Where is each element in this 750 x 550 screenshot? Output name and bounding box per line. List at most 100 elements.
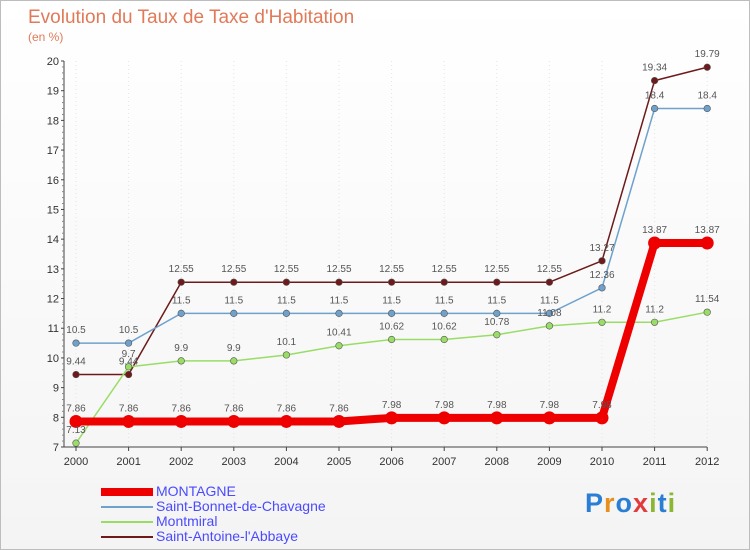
data-point-montagne bbox=[542, 411, 556, 425]
brand-letter: x bbox=[633, 488, 650, 518]
chart-title: Evolution du Taux de Taxe d'Habitation bbox=[28, 7, 355, 28]
y-tick-label: 17 bbox=[47, 145, 59, 157]
y-tick-label: 16 bbox=[47, 175, 59, 187]
data-point-montmiral bbox=[703, 308, 711, 316]
data-labels-layer: 9.44 9.44 12.55 12.55 12.55 12.55 12.55 12.55 12… bbox=[66, 49, 720, 436]
data-point-saint-antoine-l-abbaye bbox=[124, 370, 133, 379]
data-point-saint-bonnet-de-chavagne bbox=[124, 339, 133, 347]
series-layer bbox=[69, 63, 714, 447]
legend-item-montagne: MONTAGNE bbox=[101, 484, 326, 499]
data-label-montmiral: 9.9 bbox=[174, 343, 188, 354]
brand-letter: o bbox=[615, 488, 634, 518]
data-point-montmiral bbox=[493, 331, 501, 339]
data-label-montmiral: 10.62 bbox=[379, 322, 404, 333]
legend-swatch bbox=[101, 535, 153, 538]
data-label-montmiral: 11.54 bbox=[695, 294, 720, 305]
brand-letter: t bbox=[657, 488, 668, 518]
data-label-montagne: 7.86 bbox=[277, 403, 297, 414]
y-tick-label: 10 bbox=[47, 353, 59, 365]
data-label-montmiral: 9.9 bbox=[227, 343, 241, 354]
data-label-saint-antoine-l-abbaye: 9.44 bbox=[66, 357, 86, 368]
x-tick-label: 2008 bbox=[485, 456, 509, 468]
x-tick-label: 2010 bbox=[590, 456, 614, 468]
y-tick-label: 20 bbox=[47, 56, 59, 68]
data-label-saint-antoine-l-abbaye: 12.55 bbox=[326, 264, 351, 275]
data-point-montmiral bbox=[230, 357, 238, 365]
data-label-saint-antoine-l-abbaye: 12.55 bbox=[221, 264, 246, 275]
data-point-montagne bbox=[648, 236, 662, 250]
data-point-montmiral bbox=[650, 318, 659, 326]
data-point-saint-bonnet-de-chavagne bbox=[598, 284, 606, 292]
data-label-montagne: 7.98 bbox=[434, 400, 454, 411]
data-label-montagne: 7.98 bbox=[540, 400, 560, 411]
x-tick-label: 2001 bbox=[116, 456, 140, 468]
data-label-montagne: 7.86 bbox=[171, 403, 191, 414]
brand-logo: Proxiti bbox=[585, 488, 676, 519]
y-tick-label: 15 bbox=[47, 204, 59, 216]
data-label-montagne: 7.86 bbox=[329, 403, 349, 414]
x-tick-label: 2006 bbox=[379, 456, 403, 468]
data-point-montagne bbox=[385, 411, 399, 425]
data-point-montagne bbox=[122, 414, 136, 428]
data-point-saint-bonnet-de-chavagne bbox=[493, 309, 501, 317]
data-point-montmiral bbox=[72, 439, 80, 447]
y-tick-label: 8 bbox=[53, 412, 59, 424]
brand-letter: i bbox=[667, 488, 677, 518]
data-point-montmiral bbox=[545, 322, 554, 330]
data-label-montagne: 7.86 bbox=[66, 403, 86, 414]
data-label-montmiral: 7.13 bbox=[66, 425, 86, 436]
data-point-saint-bonnet-de-chavagne bbox=[72, 339, 80, 347]
data-point-saint-bonnet-de-chavagne bbox=[440, 309, 448, 317]
data-point-saint-bonnet-de-chavagne bbox=[388, 309, 396, 317]
brand-letter: i bbox=[649, 488, 658, 518]
data-label-saint-bonnet-de-chavagne: 12.36 bbox=[589, 270, 614, 281]
data-point-montagne bbox=[174, 414, 188, 428]
y-tick-label: 13 bbox=[47, 264, 59, 276]
data-label-saint-antoine-l-abbaye: 19.79 bbox=[695, 49, 720, 60]
data-point-saint-antoine-l-abbaye bbox=[598, 257, 606, 265]
data-label-saint-antoine-l-abbaye: 12.55 bbox=[379, 264, 404, 275]
x-tick-label: 2012 bbox=[695, 456, 719, 468]
brand-letter: r bbox=[604, 488, 616, 518]
data-point-montagne bbox=[700, 236, 714, 250]
data-point-saint-antoine-l-abbaye bbox=[703, 63, 711, 71]
data-label-saint-bonnet-de-chavagne: 11.5 bbox=[330, 295, 349, 306]
y-tick-label: 9 bbox=[53, 383, 59, 395]
legend-label: Saint-Bonnet-de-Chavagne bbox=[156, 498, 326, 514]
data-label-saint-bonnet-de-chavagne: 18.4 bbox=[697, 91, 717, 102]
x-tick-label: 2003 bbox=[222, 456, 246, 468]
data-label-saint-antoine-l-abbaye: 9.44 bbox=[119, 357, 139, 368]
data-label-saint-antoine-l-abbaye: 12.55 bbox=[484, 264, 509, 275]
data-label-montagne: 7.86 bbox=[224, 403, 244, 414]
data-point-montagne bbox=[227, 414, 241, 428]
y-tick-label: 18 bbox=[47, 115, 59, 127]
data-point-saint-bonnet-de-chavagne bbox=[230, 309, 238, 317]
data-label-montmiral: 11.2 bbox=[593, 304, 612, 315]
legend-item-saint-antoine-l-abbaye: Saint-Antoine-l'Abbaye bbox=[101, 529, 326, 544]
data-point-saint-antoine-l-abbaye bbox=[72, 370, 80, 379]
data-label-saint-antoine-l-abbaye: 12.55 bbox=[169, 264, 194, 275]
data-label-saint-bonnet-de-chavagne: 11.5 bbox=[172, 295, 191, 306]
data-point-saint-bonnet-de-chavagne bbox=[177, 309, 185, 317]
y-tick-label: 7 bbox=[53, 442, 59, 454]
y-tick-label: 11 bbox=[48, 323, 59, 335]
data-label-montmiral: 10.62 bbox=[432, 322, 457, 333]
x-tick-label: 2004 bbox=[274, 456, 298, 468]
legend: MONTAGNE Saint-Bonnet-de-Chavagne Montmira… bbox=[101, 484, 326, 544]
data-label-montmiral: 10.1 bbox=[277, 337, 297, 348]
data-label-montagne: 7.98 bbox=[382, 400, 402, 411]
data-label-saint-antoine-l-abbaye: 12.55 bbox=[537, 264, 562, 275]
data-label-montmiral: 11.2 bbox=[645, 304, 664, 315]
data-point-saint-antoine-l-abbaye bbox=[282, 278, 291, 286]
legend-label: Saint-Antoine-l'Abbaye bbox=[156, 528, 298, 544]
data-point-saint-antoine-l-abbaye bbox=[335, 278, 343, 286]
data-label-saint-bonnet-de-chavagne: 11.5 bbox=[487, 295, 506, 306]
legend-swatch bbox=[101, 520, 153, 523]
data-point-saint-antoine-l-abbaye bbox=[177, 278, 185, 286]
data-label-montmiral: 11.08 bbox=[537, 308, 562, 319]
legend-item-montmiral: Montmiral bbox=[101, 514, 326, 529]
data-label-saint-bonnet-de-chavagne: 10.5 bbox=[66, 325, 86, 336]
legend-label: MONTAGNE bbox=[156, 483, 236, 499]
